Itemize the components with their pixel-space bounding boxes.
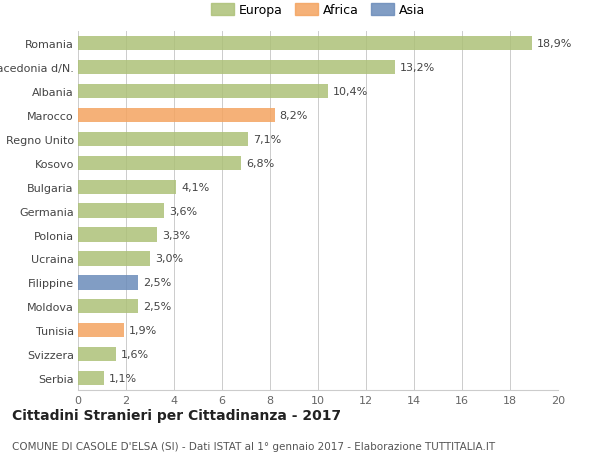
Text: 3,3%: 3,3% <box>162 230 190 240</box>
Text: 7,1%: 7,1% <box>253 134 281 145</box>
Bar <box>78 132 248 147</box>
Bar <box>78 275 138 290</box>
Text: 1,9%: 1,9% <box>128 325 157 336</box>
Text: 13,2%: 13,2% <box>400 63 435 73</box>
Bar <box>78 228 157 242</box>
Bar <box>78 323 124 338</box>
Text: 4,1%: 4,1% <box>181 182 209 192</box>
Bar <box>78 61 395 75</box>
Bar <box>78 84 328 99</box>
Text: 2,5%: 2,5% <box>143 302 171 312</box>
Text: 6,8%: 6,8% <box>246 158 274 168</box>
Bar <box>78 204 164 218</box>
Text: COMUNE DI CASOLE D'ELSA (SI) - Dati ISTAT al 1° gennaio 2017 - Elaborazione TUTT: COMUNE DI CASOLE D'ELSA (SI) - Dati ISTA… <box>12 441 495 451</box>
Text: Cittadini Stranieri per Cittadinanza - 2017: Cittadini Stranieri per Cittadinanza - 2… <box>12 409 341 422</box>
Bar <box>78 180 176 195</box>
Bar <box>78 108 275 123</box>
Text: 1,1%: 1,1% <box>109 373 137 383</box>
Legend: Europa, Africa, Asia: Europa, Africa, Asia <box>206 0 430 22</box>
Text: 3,0%: 3,0% <box>155 254 183 264</box>
Bar <box>78 347 116 362</box>
Text: 3,6%: 3,6% <box>169 206 197 216</box>
Bar <box>78 37 532 51</box>
Text: 10,4%: 10,4% <box>332 87 368 97</box>
Text: 8,2%: 8,2% <box>280 111 308 121</box>
Bar <box>78 299 138 314</box>
Text: 1,6%: 1,6% <box>121 349 149 359</box>
Text: 18,9%: 18,9% <box>536 39 572 49</box>
Bar <box>78 252 150 266</box>
Text: 2,5%: 2,5% <box>143 278 171 288</box>
Bar <box>78 371 104 386</box>
Bar <box>78 156 241 171</box>
